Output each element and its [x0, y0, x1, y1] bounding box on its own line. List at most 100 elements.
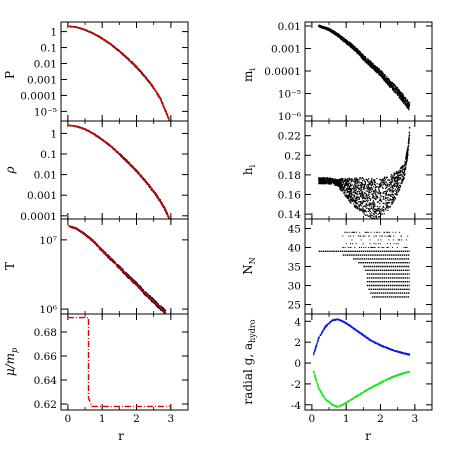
particle-point: [137, 284, 139, 286]
particle-point: [375, 190, 377, 192]
particle-point: [362, 177, 364, 180]
particle-point: [357, 204, 360, 206]
particle-point: [398, 92, 401, 95]
particle-point: [379, 71, 382, 73]
particle-point: [356, 51, 358, 53]
particle-point: [409, 103, 411, 105]
particle-point: [366, 58, 369, 60]
particle-point: [399, 187, 401, 189]
particle-point: [388, 78, 390, 80]
particle-point: [327, 28, 330, 30]
particle-point: [318, 177, 320, 179]
particle-point: [345, 39, 347, 41]
particle-point: [335, 33, 337, 35]
particle-point: [360, 209, 362, 211]
particle-point: [384, 75, 386, 77]
particle-point: [358, 207, 360, 209]
particle-point: [356, 180, 358, 182]
particle-point: [387, 207, 389, 209]
particle-point: [350, 202, 352, 204]
x-tick-label: 1: [99, 413, 106, 425]
particle-point: [373, 213, 375, 216]
particle-point: [358, 205, 360, 207]
particle-point: [367, 60, 370, 62]
particle-point: [395, 87, 397, 89]
particle-point: [392, 201, 394, 204]
particle-point: [399, 94, 401, 96]
y-tick-label: 0.01: [278, 21, 301, 33]
particle-point: [379, 212, 381, 214]
particle-point: [397, 89, 400, 91]
particle-point: [357, 206, 359, 208]
particle-point: [392, 85, 394, 87]
y-tick-label: 0.01: [34, 59, 57, 71]
reference-curve: [67, 124, 170, 219]
particle-point: [356, 52, 358, 54]
particle-point: [402, 98, 405, 100]
particle-point: [336, 34, 338, 36]
particle-point: [394, 91, 397, 93]
particle-point: [321, 27, 323, 29]
particle-point: [387, 78, 389, 80]
particle-point: [364, 187, 366, 189]
particle-point: [394, 86, 396, 88]
particle-point: [390, 201, 393, 204]
particle-point: [387, 202, 389, 204]
reference-curve: [67, 25, 170, 120]
particle-point: [372, 186, 375, 188]
particle-point: [385, 191, 387, 194]
particle-point: [396, 171, 398, 173]
particle-point: [373, 192, 375, 194]
particle-point: [389, 205, 392, 207]
particle-point: [334, 32, 336, 34]
panel-frame: [304, 21, 433, 122]
particle-point: [392, 198, 394, 200]
particle-point: [332, 31, 335, 33]
particle-point: [355, 207, 357, 209]
particle-point: [376, 195, 379, 197]
particle-point: [105, 252, 107, 254]
particle-point: [348, 192, 350, 194]
particle-point: [360, 205, 362, 207]
particle-point: [110, 257, 112, 260]
particle-point: [389, 198, 391, 200]
particle-point: [369, 183, 372, 185]
particle-point: [358, 52, 360, 55]
particle-point: [383, 198, 385, 200]
particle-point: [378, 199, 380, 201]
particle-point: [162, 308, 165, 310]
particle-point: [329, 28, 332, 30]
particle-point: [374, 217, 376, 219]
particle-point: [378, 72, 380, 75]
y-tick-label: 0.62: [34, 399, 57, 411]
particle-point: [364, 57, 366, 59]
particle-point: [357, 196, 360, 198]
particle-point: [400, 177, 402, 179]
particle-point: [403, 101, 405, 104]
particle-point: [337, 34, 339, 36]
particle-point: [368, 209, 371, 211]
particle-point: [361, 55, 363, 57]
particle-point: [396, 176, 398, 178]
particle-point: [402, 176, 404, 178]
particle-point: [353, 46, 355, 48]
particle-point: [397, 176, 399, 178]
particle-point: [399, 91, 402, 93]
particle-point: [387, 83, 389, 85]
particle-point: [351, 44, 353, 46]
particle-point: [331, 31, 333, 33]
y-axis-label-main: μ/m: [3, 353, 17, 376]
particle-point: [157, 305, 159, 307]
y-tick-label: 10⁻⁶: [278, 111, 301, 123]
particle-point: [364, 214, 367, 216]
particle-point: [143, 293, 146, 295]
particle-point: [149, 296, 151, 298]
particle-point: [379, 71, 381, 73]
particle-point: [375, 71, 377, 73]
particle-point: [163, 308, 166, 311]
particle-point: [376, 71, 378, 74]
particle-point: [370, 212, 373, 214]
particle-point: [382, 75, 384, 77]
particle-point: [381, 72, 383, 74]
